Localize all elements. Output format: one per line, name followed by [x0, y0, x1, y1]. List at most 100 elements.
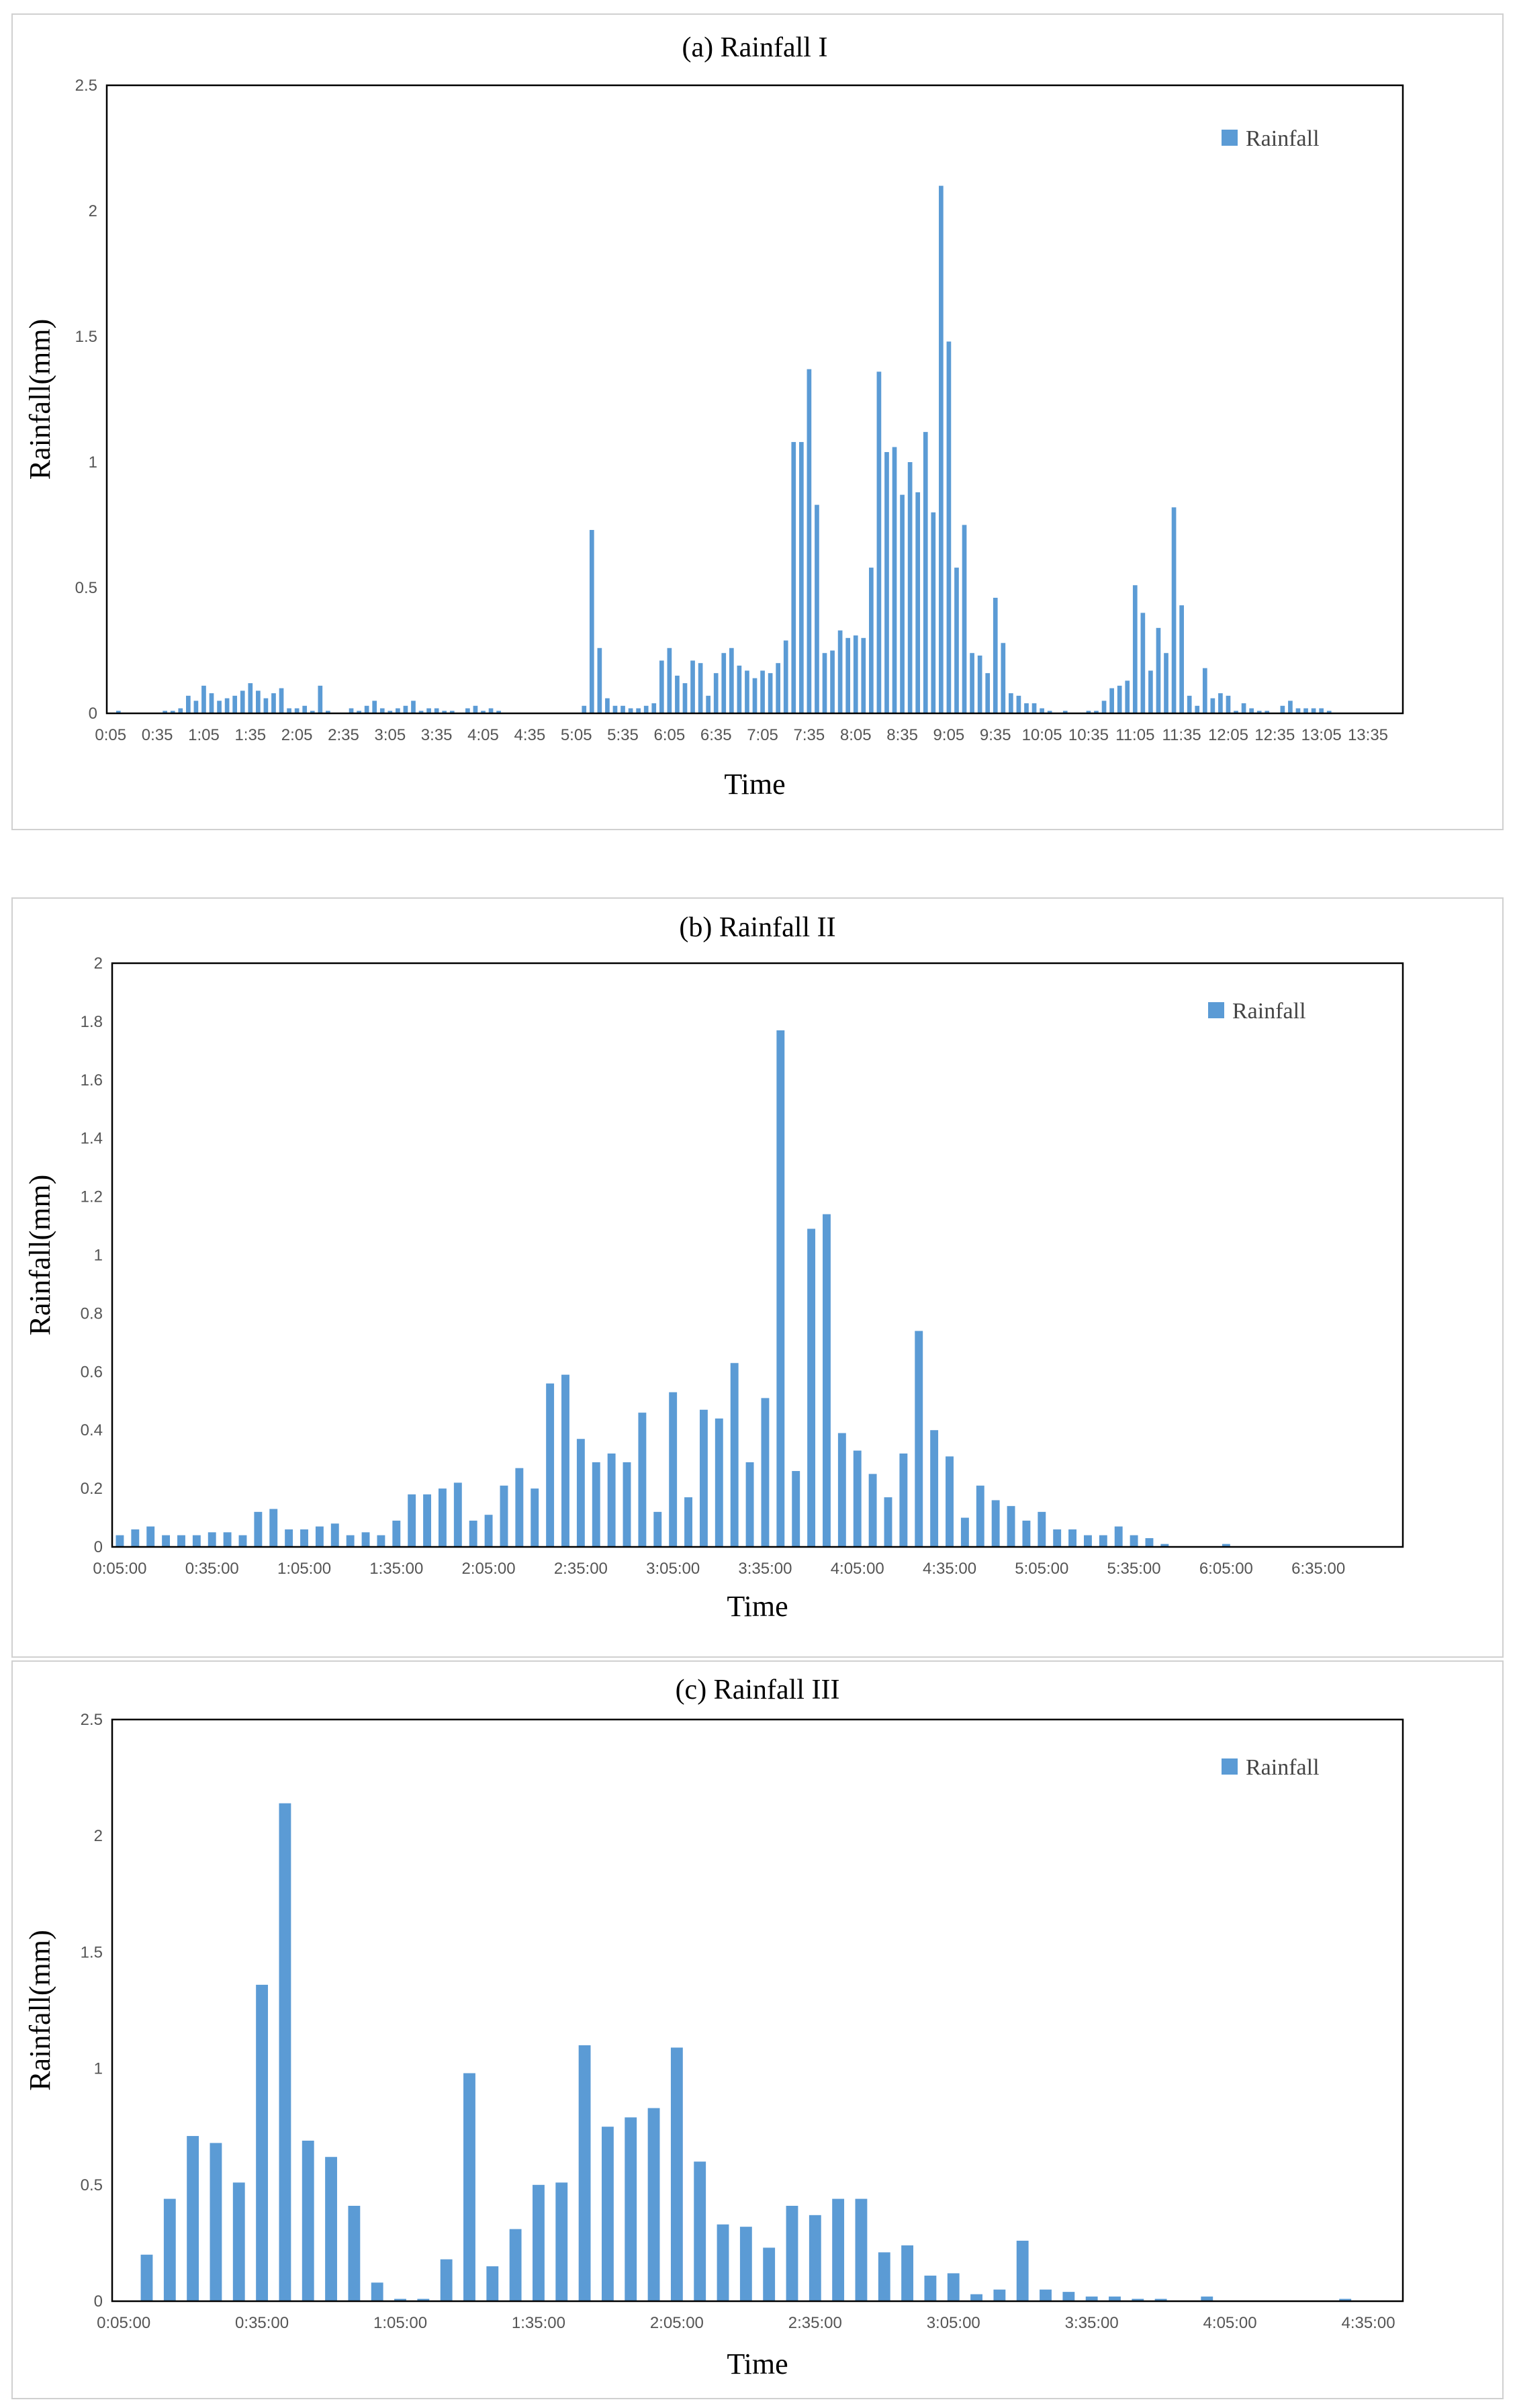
rainfall-bar — [976, 1485, 984, 1547]
rainfall-bar — [1222, 1544, 1230, 1547]
rainfall-bar — [892, 447, 897, 713]
rainfall-bar — [1311, 708, 1316, 713]
x-tick-label: 6:35 — [700, 726, 732, 744]
chart-title: (c) Rainfall III — [676, 1675, 840, 1705]
rainfall-bar — [721, 653, 727, 713]
rainfall-bar — [853, 635, 858, 713]
rainfall-bar — [931, 512, 936, 713]
rainfall-bar — [607, 1453, 616, 1547]
y-tick-label: 0.6 — [81, 1363, 103, 1381]
x-tick-label: 12:05 — [1208, 726, 1248, 744]
rainfall-bar — [768, 673, 773, 713]
rainfall-bar — [1101, 701, 1107, 713]
x-tick-label: 5:05 — [561, 726, 592, 744]
rainfall-bar — [146, 1526, 155, 1547]
x-tick-label: 0:35:00 — [235, 2314, 289, 2332]
rainfall-bar — [1022, 1520, 1031, 1547]
rainfall-bar — [533, 2184, 545, 2301]
rainfall-bar — [1187, 695, 1192, 713]
y-tick-label: 0 — [94, 1538, 103, 1556]
x-tick-label: 2:05:00 — [650, 2314, 704, 2332]
x-tick-label: 4:35:00 — [1341, 2314, 1395, 2332]
rainfall-bar — [837, 630, 843, 713]
x-tick-label: 4:05:00 — [831, 1560, 884, 1578]
rainfall-bar — [653, 1511, 662, 1547]
x-tick-label: 1:35:00 — [512, 2314, 565, 2332]
rainfall-bar — [706, 695, 711, 713]
rainfall-bar — [1145, 1537, 1154, 1547]
y-tick-label: 1.5 — [81, 1943, 103, 1961]
rainfall-bar — [993, 597, 998, 713]
rainfall-bar — [463, 2073, 475, 2301]
x-tick-label: 1:05:00 — [373, 2314, 427, 2332]
y-tick-label: 2 — [94, 954, 103, 973]
rainfall-bar — [531, 1488, 539, 1547]
y-tick-label: 1 — [89, 453, 97, 472]
rainfall-bar — [357, 711, 361, 713]
rainfall-bar — [612, 705, 618, 713]
rainfall-bar — [1171, 507, 1177, 713]
x-tick-label: 13:05 — [1301, 726, 1342, 744]
rainfall-bar — [698, 663, 703, 713]
rainfall-bar — [361, 1532, 370, 1547]
rainfall-bar — [300, 1529, 308, 1547]
x-tick-label: 3:05:00 — [646, 1560, 700, 1578]
rainfall-bar — [473, 705, 478, 713]
x-tick-label: 8:05 — [840, 726, 872, 744]
rainfall-bar — [1094, 711, 1099, 713]
rainfall-bar — [256, 690, 261, 713]
rainfall-bar — [878, 2252, 890, 2301]
rainfall-bar — [192, 1535, 201, 1547]
rainfall-bar — [954, 568, 959, 713]
rainfall-bar — [394, 2299, 406, 2301]
x-axis-label: Time — [727, 2348, 788, 2380]
rainfall-bar — [1068, 1529, 1077, 1547]
legend-swatch — [1222, 130, 1238, 146]
rainfall-bar — [1326, 711, 1332, 713]
rainfall-bar — [837, 1433, 846, 1547]
rainfall-bar — [582, 705, 587, 713]
chart-panel-rainfall-1: (a) Rainfall I 0 0.5 1 1.5 2 2.5 0:05 0:35 1:05 1:… — [11, 13, 1504, 830]
rainfall-bar — [1130, 1535, 1138, 1547]
rainfall-bar — [1140, 613, 1146, 713]
x-tick-label: 5:05:00 — [1015, 1560, 1068, 1578]
rainfall-bar — [1132, 585, 1138, 713]
rainfall-bar — [417, 2299, 430, 2301]
chart-panel-rainfall-3: (c) Rainfall III 0 0.5 1 1.5 2 2.5 0:05:00 0:35:… — [11, 1660, 1504, 2399]
x-tick-label: 6:05 — [654, 726, 686, 744]
rainfall-bar — [1053, 1529, 1062, 1547]
rainfall-bar — [647, 2108, 660, 2301]
rainfall-bar — [248, 683, 253, 713]
rainfall-bar — [1226, 695, 1231, 713]
rainfall-bar — [1062, 711, 1068, 713]
y-tick-label: 1.8 — [81, 1013, 103, 1031]
rainfall-bar — [178, 708, 183, 713]
rainfall-bar — [500, 1485, 508, 1547]
rainfall-bar — [1202, 668, 1207, 713]
rainfall-bar — [232, 2182, 245, 2301]
rainfall-bar — [1009, 693, 1013, 713]
rainfall-bar — [861, 637, 866, 713]
rainfall-bar — [625, 2117, 637, 2301]
rainfall-bar — [254, 1511, 263, 1547]
x-tick-label: 11:05 — [1115, 726, 1154, 744]
y-axis-label: Rainfall(mm) — [24, 1930, 56, 2091]
x-tick-label: 9:35 — [980, 726, 1011, 744]
rainfall-bar — [1047, 711, 1052, 713]
y-tick-label: 2 — [89, 202, 97, 220]
rainfall-bar — [418, 711, 424, 713]
rainfall-bar — [325, 2157, 337, 2301]
chart-rainfall-3: (c) Rainfall III 0 0.5 1 1.5 2 2.5 0:05:00 0:35:… — [24, 1675, 1404, 2380]
rainfall-bar — [1024, 703, 1029, 713]
rainfall-bar — [791, 442, 796, 713]
rainfall-bar — [715, 1418, 723, 1547]
rainfall-bar — [946, 1456, 954, 1547]
rainfall-bar — [326, 711, 330, 713]
rainfall-bar — [694, 2161, 706, 2301]
rainfall-bar — [240, 690, 245, 713]
rainfall-bar — [302, 705, 308, 713]
rainfall-bar — [628, 708, 633, 713]
rainfall-bar — [346, 1535, 355, 1547]
rainfall-bar — [807, 1229, 816, 1547]
x-tick-label: 9:05 — [933, 726, 965, 744]
